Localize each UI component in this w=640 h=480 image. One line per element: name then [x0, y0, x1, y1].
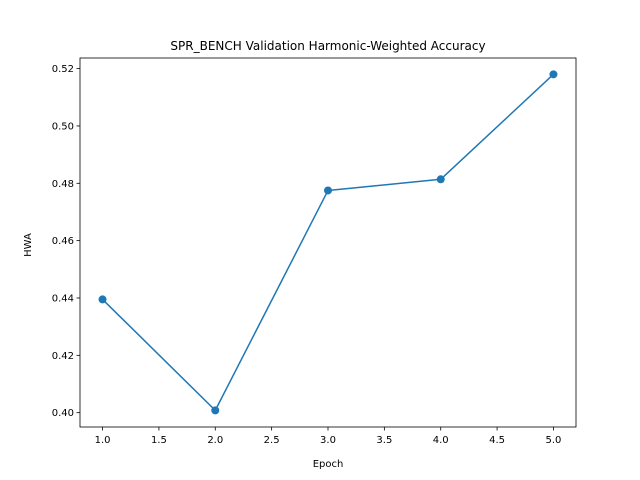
y-tick-label: 0.50 [52, 121, 74, 132]
data-point [436, 175, 445, 184]
plot-area: 1.0 1.5 2.0 2.5 3.0 3.5 4.0 4.5 5.0 0.40 0.42 0.44 0… [52, 57, 577, 446]
x-tick-label: 1.0 [95, 435, 111, 446]
x-tick-label: 3.0 [320, 435, 336, 446]
y-tick-label: 0.48 [52, 179, 74, 190]
x-tick-label: 2.5 [264, 435, 280, 446]
y-tick-label: 0.46 [52, 236, 74, 247]
y-tick-label: 0.42 [52, 351, 74, 362]
x-tick-label: 3.5 [376, 435, 392, 446]
y-tick-label: 0.40 [52, 408, 74, 419]
x-tick-label: 4.5 [489, 435, 505, 446]
data-point [211, 406, 220, 415]
chart-title: SPR_BENCH Validation Harmonic-Weighted A… [170, 39, 485, 53]
data-point [324, 186, 332, 195]
x-tick-label: 5.0 [546, 435, 562, 446]
x-tick-label: 4.0 [433, 435, 449, 446]
data-point [98, 295, 107, 304]
x-tick-label: 1.5 [151, 435, 167, 446]
data-point [549, 70, 558, 79]
x-tick-label: 2.0 [207, 435, 223, 446]
x-axis-label: Epoch [313, 459, 344, 470]
y-tick-label: 0.44 [52, 293, 74, 304]
y-axis-label: HWA [23, 233, 34, 257]
y-tick-label: 0.52 [52, 64, 74, 75]
